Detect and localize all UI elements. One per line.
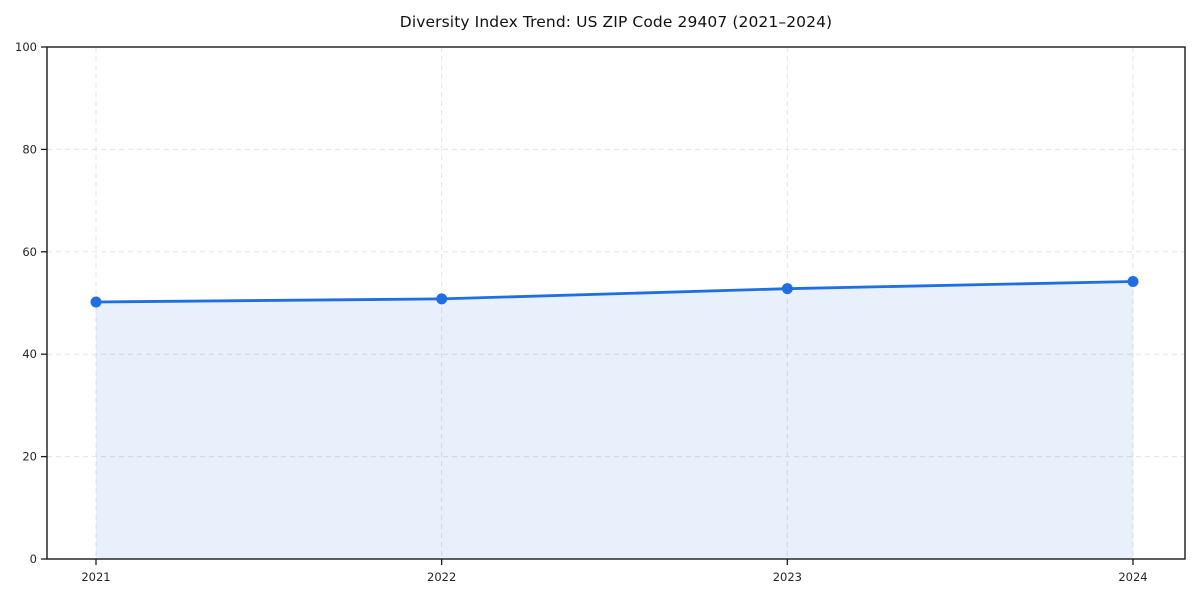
data-point-2024 [1127, 275, 1139, 287]
y-tick-label: 60 [22, 245, 37, 259]
y-tick-label: 100 [15, 40, 37, 54]
y-tick-label: 80 [22, 142, 37, 156]
x-tick-label: 2022 [427, 570, 456, 584]
x-tick-label: 2021 [81, 570, 110, 584]
y-tick-label: 40 [22, 347, 37, 361]
y-tick-label: 20 [22, 450, 37, 464]
x-tick-label: 2023 [773, 570, 802, 584]
plot-border [46, 46, 1186, 560]
data-point-2023 [781, 283, 793, 295]
data-point-2022 [436, 293, 448, 305]
area-fill [96, 281, 1133, 559]
trend-line [94, 280, 1135, 304]
chart-title: Diversity Index Trend: US ZIP Code 29407… [399, 13, 833, 31]
data-point-2021 [90, 296, 102, 308]
x-tick-label: 2024 [1118, 570, 1147, 584]
y-tick-label: 0 [30, 552, 37, 566]
